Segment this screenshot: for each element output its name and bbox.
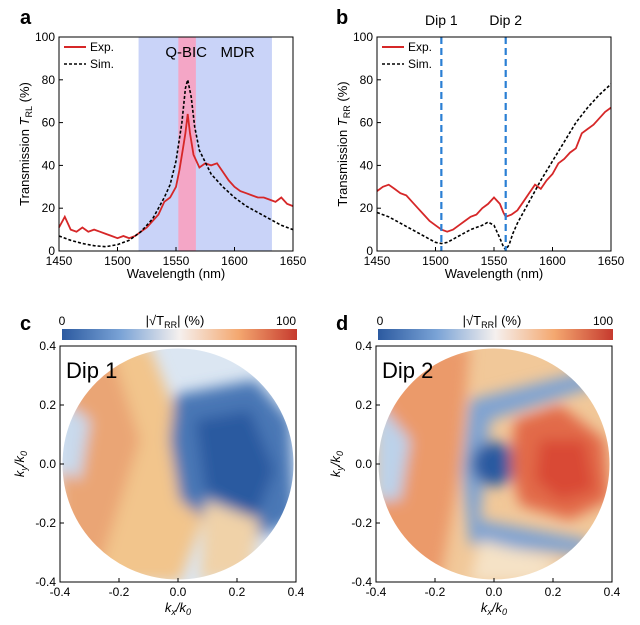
y-tick-label: 0.0 xyxy=(39,457,56,471)
y-axis-label-b: Transmission TRR (%) xyxy=(335,81,352,206)
heatmap-c xyxy=(62,348,294,580)
ticks-a: 1450 1500 1550 1600 1650 0 20 40 60 80 100 xyxy=(35,30,307,268)
legend-exp-a: Exp. xyxy=(90,40,114,54)
colorbar-max-c: 100 xyxy=(276,314,296,328)
qbic-label: Q-BIC xyxy=(165,44,207,61)
heatmap-c-warm-core xyxy=(62,348,140,580)
y-tick-label: 40 xyxy=(42,158,56,172)
legend-sim-b: Sim. xyxy=(408,57,432,71)
y-tick-label: -0.2 xyxy=(35,516,56,530)
plot-area-a xyxy=(58,79,294,248)
series-exp-a xyxy=(58,113,294,240)
colorbar-c xyxy=(62,329,297,340)
panel-b: b 1450 1500 1550 1600 1650 0 20 40 60 80 100 Dip 1… xyxy=(335,7,625,281)
x-tick-label: 1650 xyxy=(280,254,307,268)
colorbar-d xyxy=(378,329,613,340)
heatmap-d-warm-left xyxy=(378,348,470,580)
y-tick-label: 0.0 xyxy=(355,457,372,471)
y-tick-label: 60 xyxy=(360,116,374,130)
panel-letter-c: c xyxy=(20,313,31,335)
mdr-label: MDR xyxy=(221,44,255,61)
y-tick-label: 80 xyxy=(42,73,56,87)
dip1-label: Dip 1 xyxy=(425,12,458,28)
colorbar-title-d: |√TRR| (%) xyxy=(463,313,522,330)
y-tick-label: 0.4 xyxy=(39,339,56,353)
heatmap-d-warm-core xyxy=(535,440,595,500)
x-tick-label: 0.2 xyxy=(229,585,246,599)
x-axis-label-b: Wavelength (nm) xyxy=(445,266,544,281)
y-tick-label: 60 xyxy=(42,116,56,130)
y-tick-label: 0.2 xyxy=(355,398,372,412)
x-tick-label: 0.0 xyxy=(486,585,503,599)
y-tick-label: -0.4 xyxy=(35,575,56,589)
x-tick-label: -0.2 xyxy=(109,585,130,599)
y-tick-label: 80 xyxy=(360,73,374,87)
legend-sim-a: Sim. xyxy=(90,57,114,71)
dip2-label: Dip 2 xyxy=(489,12,522,28)
x-tick-label: -0.2 xyxy=(425,585,446,599)
y-tick-label: -0.2 xyxy=(351,516,372,530)
mdr-band xyxy=(138,37,272,251)
colorbar-min-d: 0 xyxy=(377,314,384,328)
x-tick-label: 1550 xyxy=(481,254,508,268)
x-tick-label: -0.4 xyxy=(50,585,71,599)
ticks-c: -0.4 -0.2 0.0 0.2 0.4 0.4 0.2 0.0 -0.2 -0.4 xyxy=(35,339,304,599)
y-tick-label: 40 xyxy=(360,158,374,172)
plot-area-b xyxy=(376,37,612,252)
panel-letter-d: d xyxy=(336,313,348,335)
x-tick-label: 1600 xyxy=(221,254,248,268)
map-label-d: Dip 2 xyxy=(382,358,433,383)
x-tick-label: -0.4 xyxy=(366,585,387,599)
x-tick-label: 1450 xyxy=(46,254,73,268)
heatmap-c-low-core xyxy=(195,410,275,520)
series-exp-b xyxy=(376,106,612,233)
panel-c: c 0 100 |√TRR| (%) Dip 1 -0.4 -0.2 0.0 0.2 0… xyxy=(12,313,305,617)
x-axis-label-c: kx/k0 xyxy=(165,600,191,617)
y-tick-label: 0.2 xyxy=(39,398,56,412)
panel-a: a Q-BIC MDR 1450 1500 1550 1600 1650 0 20 40 60 8… xyxy=(17,7,307,281)
colorbar-max-d: 100 xyxy=(593,314,613,328)
x-tick-label: 1550 xyxy=(163,254,190,268)
x-tick-label: 1600 xyxy=(539,254,566,268)
panel-letter-a: a xyxy=(20,7,32,29)
x-tick-label: 0.0 xyxy=(170,585,187,599)
heatmap-d-blue-ring xyxy=(462,370,600,555)
x-tick-label: 1650 xyxy=(598,254,625,268)
x-tick-label: 1450 xyxy=(364,254,391,268)
series-sim-b xyxy=(376,83,612,252)
y-axis-label-a: Transmission TRL (%) xyxy=(17,82,34,206)
y-axis-label-d: ky/k0 xyxy=(328,451,345,477)
heatmap-d-low-spot xyxy=(472,442,516,486)
x-tick-label: 0.4 xyxy=(288,585,305,599)
x-axis-label-d: kx/k0 xyxy=(481,600,507,617)
map-label-c: Dip 1 xyxy=(66,358,117,383)
y-tick-label: 20 xyxy=(42,201,56,215)
x-axis-label-a: Wavelength (nm) xyxy=(127,266,226,281)
colorbar-min-c: 0 xyxy=(59,314,66,328)
ticks-b: 1450 1500 1550 1600 1650 0 20 40 60 80 100 xyxy=(353,30,625,268)
y-tick-label: 100 xyxy=(353,30,373,44)
qbic-band xyxy=(178,37,196,251)
series-sim-a xyxy=(58,79,294,248)
x-tick-label: 1500 xyxy=(422,254,449,268)
y-tick-label: 0.4 xyxy=(355,339,372,353)
x-tick-label: 0.4 xyxy=(604,585,621,599)
panel-letter-b: b xyxy=(336,7,348,29)
y-axis-label-c: ky/k0 xyxy=(12,451,29,477)
ticks-d: -0.4 -0.2 0.0 0.2 0.4 0.4 0.2 0.0 -0.2 -0.4 xyxy=(351,339,620,599)
y-tick-label: 100 xyxy=(35,30,55,44)
y-tick-label: 0 xyxy=(48,244,55,258)
y-tick-label: -0.4 xyxy=(351,575,372,589)
legend-exp-b: Exp. xyxy=(408,40,432,54)
colorbar-title-c: |√TRR| (%) xyxy=(146,313,205,330)
y-tick-label: 20 xyxy=(360,201,374,215)
y-tick-label: 0 xyxy=(366,244,373,258)
x-tick-label: 1500 xyxy=(104,254,131,268)
x-tick-label: 0.2 xyxy=(545,585,562,599)
panel-d: d 0 100 |√TRR| (%) Dip 2 -0.4 -0.2 0.0 0.2 0… xyxy=(328,313,621,617)
heatmap-d xyxy=(378,348,610,580)
